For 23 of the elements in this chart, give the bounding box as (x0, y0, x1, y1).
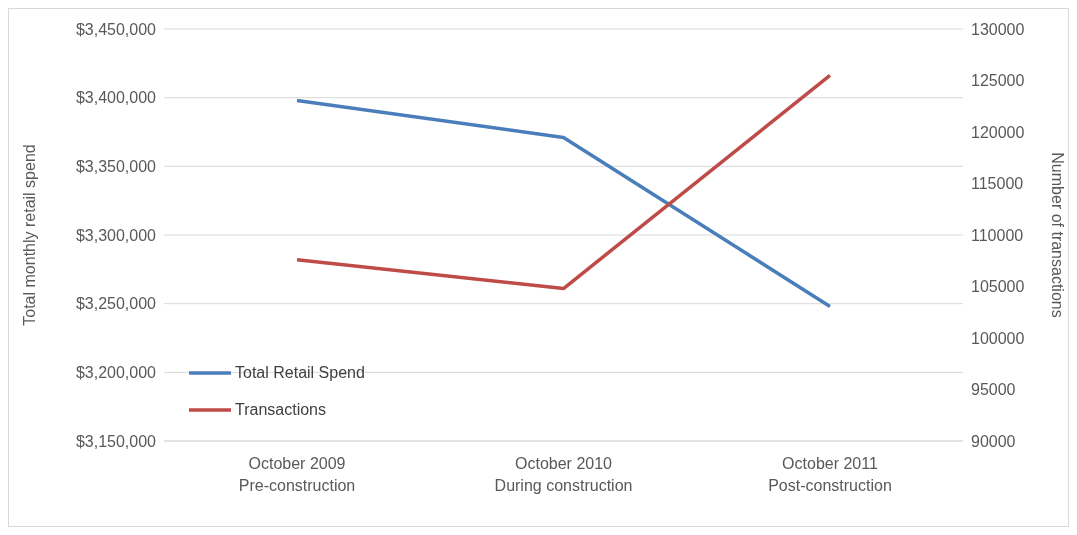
legend-label: Total Retail Spend (235, 363, 365, 383)
y2-axis-title: Number of transactions (1049, 152, 1067, 318)
y2-tick-label: 110000 (971, 226, 1024, 244)
y2-tick-label: 120000 (971, 123, 1025, 141)
y-tick-label: $3,350,000 (75, 158, 157, 176)
y2-tick-label: 100000 (971, 329, 1025, 347)
y-axis-title: Total monthly retail spend (20, 144, 38, 326)
y2-tick-label: 90000 (971, 432, 1016, 450)
y-tick-label: $3,150,000 (75, 432, 157, 450)
y-tick-label: $3,450,000 (75, 20, 157, 38)
y-tick-label: $3,250,000 (75, 295, 157, 313)
y-tick-label: $3,400,000 (75, 89, 157, 107)
x-tick-label: October 2009 Pre-construction (238, 455, 356, 494)
y2-tick-label: 130000 (971, 20, 1025, 38)
x-tick-label: October 2010 During construction (494, 455, 633, 494)
y2-tick-label: 105000 (971, 278, 1025, 296)
y2-tick-label: 95000 (971, 381, 1016, 399)
y-tick-label: $3,300,000 (75, 226, 157, 244)
y-tick-label: $3,200,000 (75, 364, 157, 382)
legend-label: Transactions (235, 400, 326, 420)
y2-tick-label: 115000 (971, 175, 1024, 193)
x-tick-label: October 2011 Post-construction (768, 455, 892, 494)
y2-tick-label: 125000 (971, 72, 1025, 90)
